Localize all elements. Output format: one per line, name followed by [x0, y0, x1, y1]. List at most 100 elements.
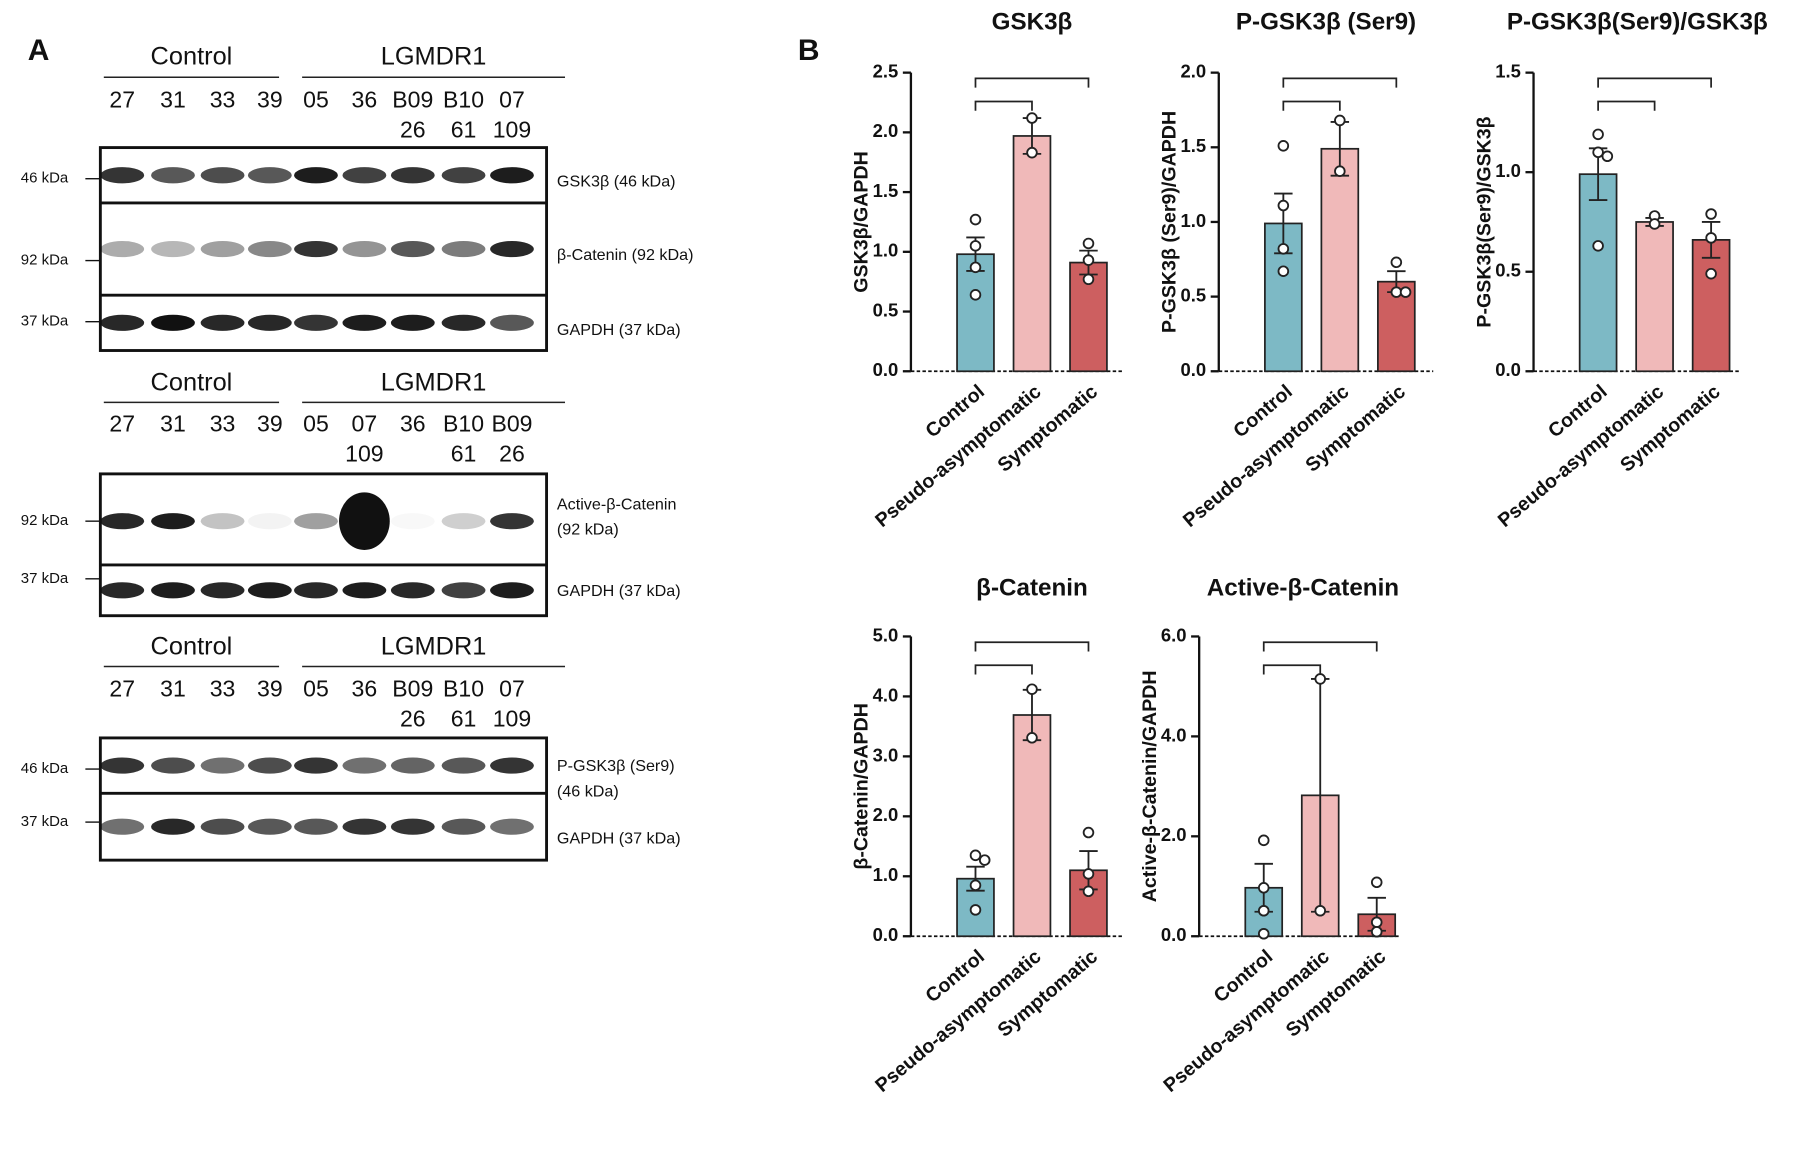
data-point [1705, 267, 1717, 280]
band [151, 818, 195, 835]
marker-label: 37 kDa [21, 570, 69, 587]
data-point [1399, 286, 1412, 298]
band [342, 757, 387, 774]
bar [956, 253, 995, 373]
lane-label: 61 [451, 117, 477, 143]
band [390, 167, 435, 184]
y-tick-label: 0.5 [1180, 284, 1206, 305]
data-point [1082, 254, 1095, 266]
marker-label: 37 kDa [21, 813, 69, 830]
data-point [1026, 146, 1038, 159]
band [100, 818, 145, 835]
y-axis-label: β-Catenin/GAPDH [851, 703, 873, 870]
band [247, 757, 292, 774]
band [441, 818, 486, 835]
lane-label: 07 [499, 87, 525, 113]
band [247, 240, 292, 258]
bracket [1262, 664, 1322, 675]
band [151, 314, 195, 331]
band [100, 240, 145, 258]
y-tick-label: 3.0 [873, 744, 899, 765]
lane-label: 61 [451, 706, 477, 732]
marker-label: 37 kDa [21, 313, 69, 330]
lane-label: 27 [109, 411, 135, 437]
y-tick-label: 0.5 [873, 299, 899, 320]
bracket [1262, 641, 1378, 652]
lane-label: 26 [400, 117, 426, 143]
band [294, 513, 338, 530]
y-axis-label: GSK3β/GAPDH [851, 151, 873, 293]
lane-label: B10 [443, 87, 484, 113]
y-tick-label: 0.0 [873, 359, 899, 380]
lane-label: 27 [109, 676, 135, 702]
band [294, 167, 338, 184]
data-point [1592, 128, 1604, 141]
band [441, 314, 486, 331]
bar [1691, 239, 1731, 373]
band [294, 240, 338, 258]
band [490, 167, 534, 184]
lane-label: B10 [443, 411, 484, 437]
band [342, 582, 387, 599]
band [100, 167, 145, 184]
band [441, 513, 486, 530]
lane-label: 61 [451, 441, 477, 467]
band [247, 314, 292, 331]
panel-label: B [798, 34, 820, 67]
data-point [1370, 925, 1383, 938]
data-point [1277, 140, 1290, 152]
y-tick-label: 1.0 [873, 864, 899, 885]
data-point [1082, 273, 1095, 286]
lane-label: B10 [443, 676, 484, 702]
data-point [1314, 673, 1327, 685]
data-point [1592, 146, 1604, 159]
lane-label: 39 [257, 676, 283, 702]
y-tick-label: 1.5 [1495, 61, 1521, 82]
y-tick-label: 2.0 [1161, 824, 1187, 845]
row-label: GSK3β (46 kDa) [557, 172, 676, 190]
band [342, 818, 387, 835]
y-axis-label: P-GSK3β(Ser9)/GSK3β [1473, 116, 1495, 327]
band [490, 818, 534, 835]
lane-label: 33 [210, 87, 236, 113]
x-tick-label: Symptomatic [1616, 381, 1724, 477]
panel-label: A [28, 34, 50, 67]
band [490, 582, 534, 599]
band [151, 513, 195, 530]
lane-label: 39 [257, 87, 283, 113]
row-label: P-GSK3β (Ser9) [557, 757, 675, 775]
bracket [974, 664, 1033, 675]
lane-label: 27 [109, 87, 135, 113]
data-point [969, 904, 982, 916]
band [247, 513, 292, 530]
x-tick-label: Symptomatic [1282, 946, 1390, 1042]
band [100, 757, 145, 774]
y-tick-label: 2.0 [873, 804, 899, 825]
row-label: (46 kDa) [557, 782, 619, 800]
data-point [1601, 150, 1614, 163]
band [247, 167, 292, 184]
band [200, 582, 245, 599]
band [200, 513, 245, 530]
x-tick-label: Symptomatic [1301, 381, 1409, 477]
bar [1012, 135, 1052, 373]
band [294, 818, 338, 835]
data-point [969, 879, 982, 892]
y-tick-label: 1.0 [1495, 160, 1521, 181]
data-point [1082, 885, 1095, 898]
band [294, 314, 338, 331]
group-label: Control [151, 42, 233, 70]
bracket [1597, 77, 1712, 88]
row-label: Active-β-Catenin [557, 495, 677, 513]
lane-label: 05 [303, 87, 329, 113]
data-point [1390, 256, 1403, 269]
marker-label: 92 kDa [21, 512, 69, 529]
lane-label: B09 [392, 87, 433, 113]
band [200, 757, 245, 774]
bracket [1597, 100, 1656, 111]
y-tick-label: 0.0 [1161, 924, 1187, 945]
lane-label: 07 [352, 411, 378, 437]
marker-label: 46 kDa [21, 170, 69, 187]
bar [1635, 221, 1674, 373]
y-tick-label: 0.0 [1180, 359, 1206, 380]
